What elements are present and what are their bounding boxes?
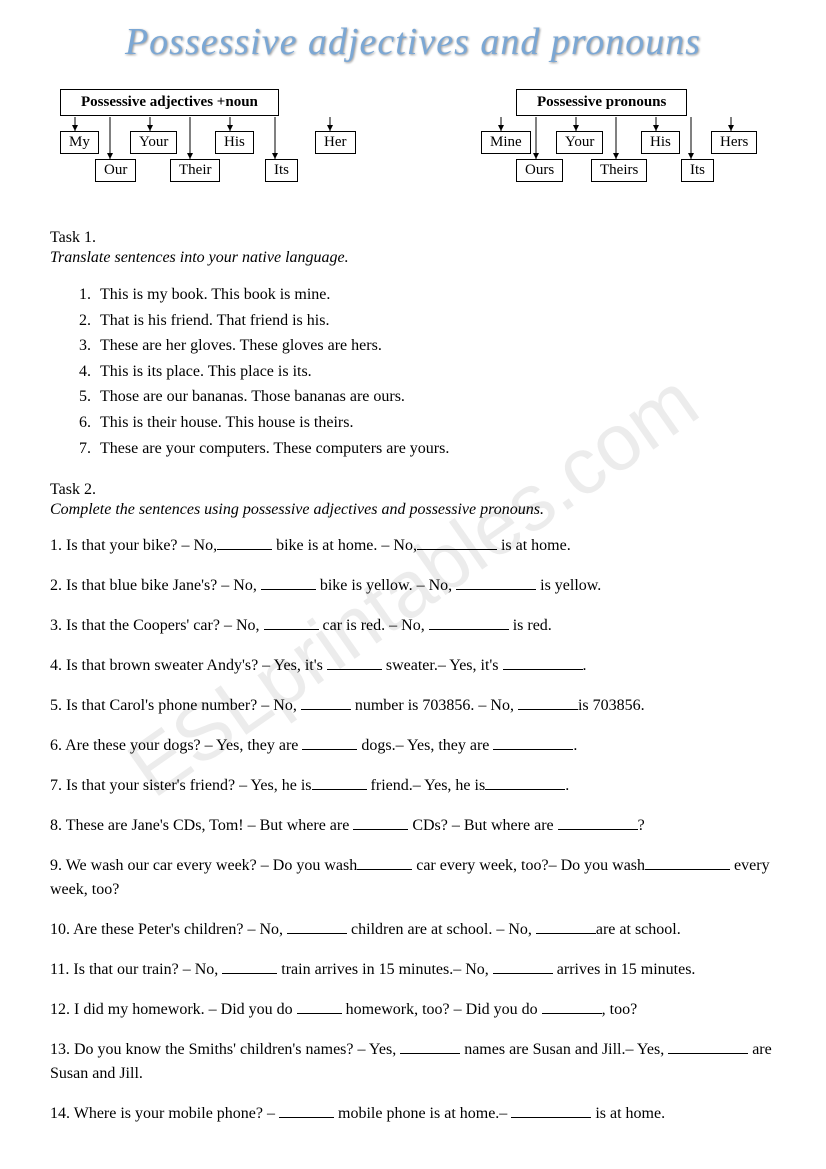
blank xyxy=(261,574,316,590)
diag-word: Its xyxy=(265,159,298,182)
diag-word: Mine xyxy=(481,131,531,154)
task2-item: 9. We wash our car every week? – Do you … xyxy=(50,854,776,902)
blank xyxy=(301,694,351,710)
blank xyxy=(264,614,319,630)
diag-word: Ours xyxy=(516,159,563,182)
blank xyxy=(518,694,578,710)
blank xyxy=(542,998,602,1014)
task1-list: This is my book. This book is mine.That … xyxy=(95,282,776,461)
task2-item: 8. These are Jane's CDs, Tom! – But wher… xyxy=(50,814,776,838)
blank xyxy=(327,654,382,670)
task2-item: 11. Is that our train? – No, train arriv… xyxy=(50,958,776,982)
diag-word: Their xyxy=(170,159,220,182)
blank xyxy=(493,734,573,750)
diag-word: Your xyxy=(130,131,177,154)
task1-item: This is its place. This place is its. xyxy=(95,359,776,385)
task2-item: 7. Is that your sister's friend? – Yes, … xyxy=(50,774,776,798)
diag-word: Its xyxy=(681,159,714,182)
blank xyxy=(536,918,596,934)
blank xyxy=(312,774,367,790)
blank xyxy=(400,1038,460,1054)
task1-title: Task 1. xyxy=(50,229,776,247)
task2-item: 2. Is that blue bike Jane's? – No, bike … xyxy=(50,574,776,598)
task1-item: This is their house. This house is their… xyxy=(95,410,776,436)
diag-right-head: Possessive pronouns xyxy=(516,89,687,116)
blank xyxy=(511,1102,591,1118)
task1-item: That is his friend. That friend is his. xyxy=(95,308,776,334)
blank xyxy=(217,534,272,550)
blank xyxy=(297,998,342,1014)
task2-item: 13. Do you know the Smiths' children's n… xyxy=(50,1038,776,1086)
blank xyxy=(302,734,357,750)
diag-left-head: Possessive adjectives +noun xyxy=(60,89,279,116)
task2-item: 10. Are these Peter's children? – No, ch… xyxy=(50,918,776,942)
task1-sub: Translate sentences into your native lan… xyxy=(50,249,776,267)
blank xyxy=(222,958,277,974)
task2-item: 14. Where is your mobile phone? – mobile… xyxy=(50,1102,776,1126)
diag-word: His xyxy=(215,131,254,154)
blank xyxy=(668,1038,748,1054)
blank xyxy=(429,614,509,630)
diagram-pronouns: Possessive pronouns Mine Your His Hers O… xyxy=(476,89,776,189)
task2-title: Task 2. xyxy=(50,481,776,499)
task1-item: These are your computers. These computer… xyxy=(95,436,776,462)
task2-item: 3. Is that the Coopers' car? – No, car i… xyxy=(50,614,776,638)
task2-list: 1. Is that your bike? – No, bike is at h… xyxy=(50,534,776,1126)
task2-item: 12. I did my homework. – Did you do home… xyxy=(50,998,776,1022)
task1-item: This is my book. This book is mine. xyxy=(95,282,776,308)
task2-item: 5. Is that Carol's phone number? – No, n… xyxy=(50,694,776,718)
blank xyxy=(503,654,583,670)
blank xyxy=(357,854,412,870)
blank xyxy=(493,958,553,974)
blank xyxy=(279,1102,334,1118)
task2-item: 1. Is that your bike? – No, bike is at h… xyxy=(50,534,776,558)
task2-item: 6. Are these your dogs? – Yes, they are … xyxy=(50,734,776,758)
diag-word: Theirs xyxy=(591,159,647,182)
task2-sub: Complete the sentences using possessive … xyxy=(50,501,776,519)
diagrams-row: Possessive adjectives +noun My Your His … xyxy=(50,89,776,189)
diag-word: Her xyxy=(315,131,356,154)
blank xyxy=(558,814,638,830)
diag-word: Hers xyxy=(711,131,757,154)
blank xyxy=(417,534,497,550)
page-title: Possessive adjectives and pronouns xyxy=(50,20,776,64)
diag-word: My xyxy=(60,131,99,154)
task1-item: Those are our bananas. Those bananas are… xyxy=(95,384,776,410)
task1-item: These are her gloves. These gloves are h… xyxy=(95,333,776,359)
blank xyxy=(485,774,565,790)
diag-word: His xyxy=(641,131,680,154)
blank xyxy=(353,814,408,830)
blank xyxy=(287,918,347,934)
diag-word: Your xyxy=(556,131,603,154)
diagram-adjectives: Possessive adjectives +noun My Your His … xyxy=(50,89,370,189)
blank xyxy=(456,574,536,590)
diag-word: Our xyxy=(95,159,136,182)
blank xyxy=(645,854,730,870)
task2-item: 4. Is that brown sweater Andy's? – Yes, … xyxy=(50,654,776,678)
